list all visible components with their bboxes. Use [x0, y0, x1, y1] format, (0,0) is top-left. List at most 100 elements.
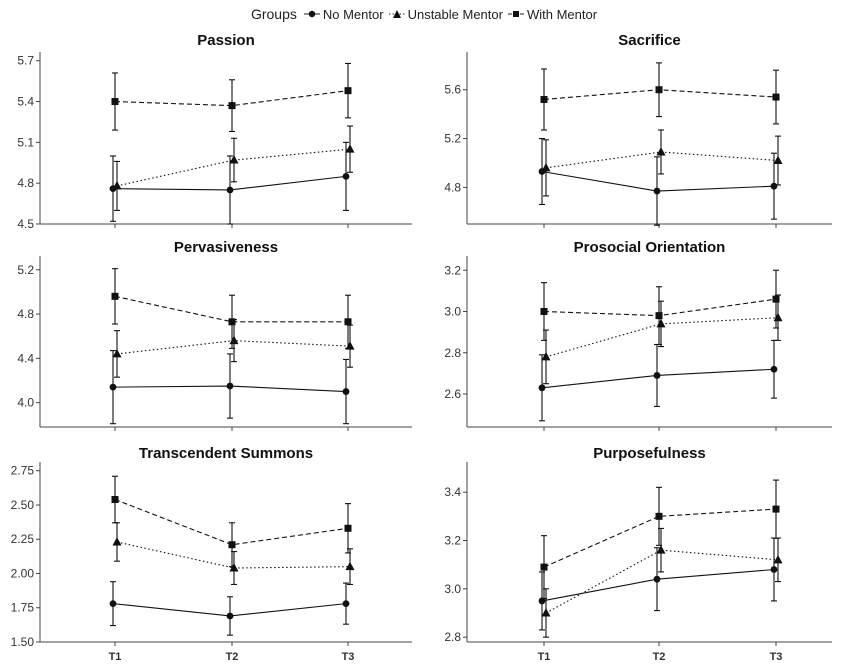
data-point-triangle [345, 561, 355, 571]
series-line-unstable-mentor [116, 541, 351, 569]
data-point-triangle [112, 348, 122, 358]
data-point-triangle [656, 545, 666, 554]
y-tick-label: 5.2 [444, 132, 461, 146]
data-point-circle [342, 388, 350, 395]
series-with-mentor [540, 62, 780, 131]
data-point-square [655, 312, 663, 320]
data-point-square [111, 292, 119, 300]
y-tick-label: 5.6 [444, 83, 461, 97]
legend-label-no-mentor: No Mentor [322, 6, 384, 22]
data-point-square [228, 318, 236, 326]
y-tick-label: 4.8 [444, 180, 461, 194]
data-point-circle [342, 172, 350, 180]
data-point-square [111, 496, 119, 504]
series-line-no-mentor [541, 568, 775, 602]
data-point-triangle [773, 312, 783, 322]
series-no-mentor [109, 581, 350, 636]
data-point-square [772, 505, 780, 513]
y-tick-label: 5.2 [17, 263, 34, 277]
data-point-square [655, 86, 663, 94]
data-point-triangle [229, 563, 239, 572]
data-point-triangle [656, 318, 666, 328]
panel-title: Sacrifice [618, 32, 681, 49]
data-point-triangle [229, 155, 239, 164]
data-point-square [540, 96, 548, 103]
data-point-square [772, 93, 780, 101]
panel-prosocial-orientation: Prosocial Orientation 2.6 2.8 3.0 3.2 [444, 239, 832, 431]
data-point-circle [109, 600, 117, 608]
series-with-mentor [111, 268, 352, 349]
data-point-triangle [773, 155, 783, 165]
data-point-square [228, 102, 236, 110]
series-with-mentor [111, 475, 352, 568]
y-tick-label: 5.1 [17, 135, 34, 149]
data-point-circle [653, 575, 661, 583]
data-point-square [540, 563, 548, 571]
series-line-unstable-mentor [116, 148, 351, 187]
series-line-unstable-mentor [545, 549, 779, 614]
series-unstable-mentor [112, 522, 355, 586]
panel-passion: Passion 4.5 4.8 5.1 5.4 5.7 [17, 32, 412, 231]
series-with-mentor [111, 62, 352, 133]
x-tick-label: T3 [342, 651, 355, 663]
panel-title: Pervasiveness [174, 239, 278, 256]
panel-title: Prosocial Orientation [574, 239, 726, 256]
y-tick-label: 2.75 [11, 464, 35, 478]
data-point-circle [770, 182, 778, 190]
series-no-mentor [109, 141, 350, 225]
y-tick-label: 5.7 [17, 54, 34, 68]
series-no-mentor [538, 339, 778, 422]
data-point-circle [226, 186, 234, 194]
legend-item-unstable-mentor: Unstable Mentor [388, 7, 503, 22]
series-line-with-mentor [114, 498, 349, 546]
data-point-circle [770, 566, 778, 573]
series-line-with-mentor [114, 90, 349, 107]
data-point-triangle [541, 162, 551, 172]
legend-triangle-marker-icon [388, 10, 405, 18]
series-no-mentor [538, 138, 778, 226]
data-point-square [655, 512, 663, 520]
y-tick-label: 3.4 [444, 485, 461, 499]
data-point-triangle [345, 144, 355, 153]
series-no-mentor [538, 537, 778, 631]
data-point-triangle [773, 554, 783, 564]
series-line-with-mentor [543, 508, 777, 568]
data-point-circle [342, 600, 350, 608]
y-tick-label: 5.4 [17, 95, 34, 109]
y-tick-label: 1.50 [11, 635, 35, 649]
data-point-square [344, 524, 352, 532]
y-tick-label: 4.8 [17, 176, 34, 190]
y-tick-label: 4.0 [17, 396, 34, 410]
x-tick-label: T1 [109, 651, 122, 663]
panel-title: Passion [197, 32, 255, 49]
y-tick-label: 2.50 [11, 498, 35, 512]
y-tick-label: 4.5 [17, 217, 34, 231]
y-tick-label: 3.0 [444, 305, 461, 319]
y-tick-label: 3.2 [444, 263, 461, 277]
y-tick-label: 2.8 [444, 630, 461, 644]
data-point-square [344, 318, 352, 326]
data-point-triangle [541, 608, 551, 617]
series-no-mentor [109, 350, 350, 425]
y-tick-label: 4.4 [17, 351, 34, 365]
data-point-circle [226, 382, 234, 390]
panel-title: Transcendent Summons [139, 445, 313, 462]
panel-purposefulness: Purposefulness 2.8 3.0 3.2 3.4 T1 T2 T3 [444, 445, 832, 663]
x-tick-label: T2 [653, 651, 666, 663]
y-tick-label: 2.00 [11, 566, 35, 580]
series-with-mentor [540, 479, 780, 600]
legend-circle-marker-icon [303, 10, 320, 18]
data-point-circle [653, 372, 661, 379]
x-tick-label: T1 [538, 651, 551, 663]
y-tick-label: 2.8 [444, 346, 461, 360]
legend-title: Groups [250, 6, 297, 22]
legend: Groups No Mentor Unstable Mentor With Me… [0, 2, 850, 26]
data-point-circle [770, 365, 778, 373]
data-point-triangle [541, 351, 551, 361]
legend-item-no-mentor: No Mentor [303, 7, 384, 22]
legend-label-unstable-mentor: Unstable Mentor [407, 6, 503, 22]
data-point-triangle [112, 536, 122, 546]
data-point-triangle [112, 180, 122, 190]
data-point-square [772, 295, 780, 303]
